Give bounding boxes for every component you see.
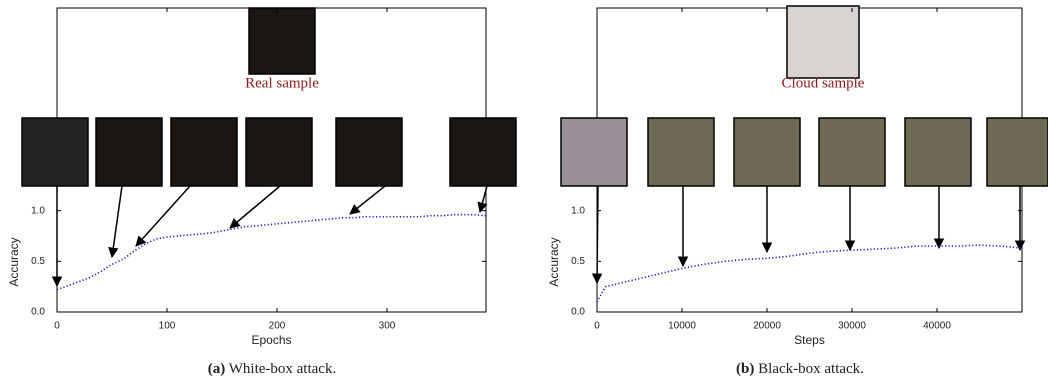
y-axis-label: Accuracy (7, 237, 21, 286)
caption: (a) White-box attack. (208, 361, 336, 377)
snapshot-image (986, 117, 1048, 187)
snapshot-image (904, 117, 972, 187)
y-tick-label: 0.0 (31, 307, 45, 318)
x-tick-label: 0 (594, 321, 600, 332)
x-axis-label: Steps (794, 333, 825, 347)
sample-image (248, 7, 316, 75)
y-tick-label: 0.5 (571, 256, 585, 267)
x-tick-label: 20000 (753, 321, 781, 332)
snapshot-image (95, 117, 163, 187)
caption-text: Black-box attack. (758, 361, 864, 377)
caption-label: (b) (736, 361, 754, 377)
snapshot-image (335, 117, 403, 187)
x-tick-label: 100 (159, 321, 176, 332)
y-tick-label: 0.0 (571, 307, 585, 318)
snapshot-image (647, 117, 715, 187)
x-tick-label: 10000 (668, 321, 696, 332)
y-tick-label: 0.5 (31, 256, 45, 267)
data-line (56, 213, 487, 291)
snapshot-image (733, 117, 801, 187)
snapshot-image (170, 117, 238, 187)
x-tick-label: 200 (269, 321, 286, 332)
y-tick-label: 1.0 (571, 205, 585, 216)
x-tick-label: 300 (379, 321, 396, 332)
x-axis-label: Epochs (251, 333, 291, 347)
y-tick-label: 1.0 (31, 205, 45, 216)
snapshot-image (21, 117, 89, 187)
caption-label: (a) (208, 361, 226, 377)
annotation: Real sample (245, 75, 319, 91)
caption-text: White-box attack. (229, 361, 336, 377)
caption: (b) Black-box attack. (736, 361, 864, 377)
snapshot-image (449, 117, 517, 187)
arrows (51, 185, 1026, 288)
snapshot-image (818, 117, 886, 187)
x-tick-label: 40000 (923, 321, 951, 332)
x-tick-label: 0 (54, 321, 60, 332)
x-tick-label: 30000 (838, 321, 866, 332)
annotation: Cloud sample (782, 75, 865, 91)
snapshot-image (245, 117, 313, 187)
sample-image (786, 5, 860, 79)
y-axis-label: Accuracy (547, 237, 561, 286)
snapshot-image (560, 117, 628, 187)
